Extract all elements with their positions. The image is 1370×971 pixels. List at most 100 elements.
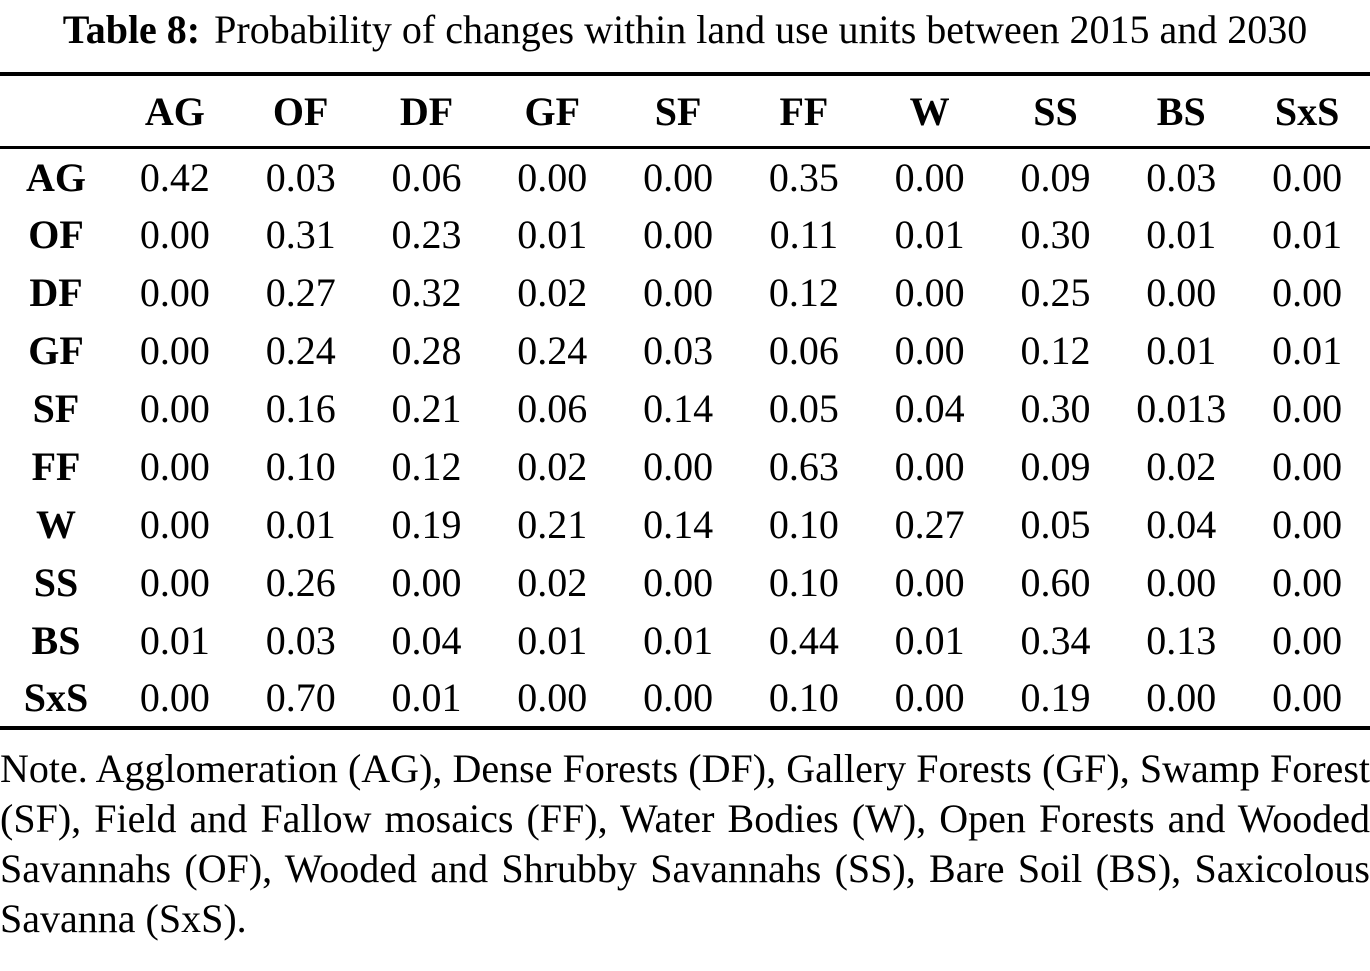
row-label: GF — [28, 328, 84, 373]
table-header: AG OF DF GF SF FF W SS BS SxS — [0, 74, 1370, 148]
table-row: W 0.00 0.01 0.19 0.21 0.14 0.10 0.27 0.05 0.04 0.0… — [0, 496, 1370, 554]
table-caption-text: Probability of changes within land use u… — [214, 7, 1308, 52]
table-row: FF 0.00 0.10 0.12 0.02 0.00 0.63 0.00 0.09 0.02 0.… — [0, 438, 1370, 496]
probability-cell: 0.00 — [643, 154, 714, 200]
row-label: OF — [28, 212, 84, 257]
probability-cell: 0.16 — [265, 386, 336, 431]
probability-cell: 0.63 — [768, 444, 839, 489]
probability-cell: 0.00 — [1146, 675, 1217, 720]
probability-table: AG OF DF GF SF FF W SS BS SxS AG 0.42 0.03 0.06 0.00 0… — [0, 72, 1370, 730]
table-row: SxS 0.00 0.70 0.01 0.00 0.00 0.10 0.00 0.19 0.00 0… — [0, 670, 1370, 728]
probability-cell: 0.00 — [894, 444, 965, 489]
probability-cell: 0.19 — [391, 502, 462, 547]
probability-cell: 0.00 — [1272, 444, 1343, 489]
probability-cell: 0.60 — [1020, 560, 1091, 605]
probability-cell: 0.00 — [1272, 675, 1343, 720]
probability-cell: 0.02 — [517, 444, 588, 489]
probability-cell: 0.00 — [139, 270, 210, 315]
row-label: FF — [31, 444, 81, 489]
probability-cell: 0.02 — [517, 270, 588, 315]
probability-cell: 0.21 — [391, 386, 462, 431]
probability-cell: 0.02 — [1146, 444, 1217, 489]
probability-cell: 0.00 — [139, 212, 210, 257]
probability-cell: 0.01 — [391, 675, 462, 720]
probability-cell: 0.00 — [1272, 386, 1343, 431]
probability-cell: 0.01 — [1272, 328, 1343, 373]
probability-cell: 0.00 — [1272, 618, 1343, 663]
probability-cell: 0.00 — [1272, 270, 1343, 315]
probability-cell: 0.00 — [1146, 560, 1217, 605]
probability-cell: 0.10 — [265, 444, 336, 489]
column-header: SxS — [1274, 88, 1340, 134]
probability-cell: 0.10 — [768, 675, 839, 720]
probability-cell: 0.32 — [391, 270, 462, 315]
row-label: SS — [33, 560, 79, 605]
probability-cell: 0.34 — [1020, 618, 1091, 663]
probability-cell: 0.14 — [643, 386, 714, 431]
table-caption-label: Table 8: — [62, 7, 201, 52]
table-row: SS 0.00 0.26 0.00 0.02 0.00 0.10 0.00 0.60 0.00 0.… — [0, 554, 1370, 612]
row-label: BS — [31, 618, 81, 663]
probability-cell: 0.10 — [768, 560, 839, 605]
probability-cell: 0.00 — [139, 502, 210, 547]
probability-cell: 0.00 — [517, 675, 588, 720]
probability-cell: 0.02 — [517, 560, 588, 605]
probability-cell: 0.24 — [265, 328, 336, 373]
paper-page: Table 8: Probability of changes within la… — [0, 4, 1370, 971]
probability-cell: 0.00 — [894, 154, 965, 200]
probability-cell: 0.26 — [265, 560, 336, 605]
probability-cell: 0.04 — [894, 386, 965, 431]
probability-cell: 0.03 — [643, 328, 714, 373]
probability-cell: 0.06 — [517, 386, 588, 431]
probability-cell: 0.01 — [894, 618, 965, 663]
probability-cell: 0.00 — [894, 675, 965, 720]
probability-cell: 0.00 — [139, 444, 210, 489]
probability-cell: 0.04 — [391, 618, 462, 663]
row-label: DF — [29, 270, 83, 315]
table-row: GF 0.00 0.24 0.28 0.24 0.03 0.06 0.00 0.12 0.01 0.… — [0, 322, 1370, 380]
probability-cell: 0.70 — [265, 675, 336, 720]
row-label: W — [36, 502, 76, 547]
probability-cell: 0.00 — [894, 328, 965, 373]
column-header: SF — [654, 88, 702, 134]
probability-cell: 0.013 — [1136, 386, 1227, 431]
probability-cell: 0.30 — [1020, 212, 1091, 257]
table-row: AG 0.42 0.03 0.06 0.00 0.00 0.35 0.00 0.09 0.03 0.… — [0, 148, 1370, 206]
probability-cell: 0.00 — [643, 675, 714, 720]
probability-cell: 0.14 — [643, 502, 714, 547]
probability-cell: 0.01 — [1272, 212, 1343, 257]
probability-cell: 0.04 — [1146, 502, 1217, 547]
probability-cell: 0.03 — [1146, 154, 1217, 200]
probability-cell: 0.01 — [894, 212, 965, 257]
column-header: BS — [1156, 88, 1206, 134]
probability-cell: 0.00 — [894, 560, 965, 605]
probability-cell: 0.21 — [517, 502, 588, 547]
probability-cell: 0.12 — [1020, 328, 1091, 373]
probability-cell: 0.01 — [1146, 328, 1217, 373]
probability-cell: 0.00 — [391, 560, 462, 605]
probability-cell: 0.06 — [391, 154, 462, 200]
probability-cell: 0.09 — [1020, 154, 1091, 200]
row-label: AG — [26, 154, 86, 200]
probability-cell: 0.23 — [391, 212, 462, 257]
probability-cell: 0.00 — [139, 675, 210, 720]
probability-cell: 0.00 — [139, 560, 210, 605]
probability-cell: 0.00 — [643, 444, 714, 489]
probability-cell: 0.01 — [643, 618, 714, 663]
table-row: BS 0.01 0.03 0.04 0.01 0.01 0.44 0.01 0.34 0.13 0.… — [0, 612, 1370, 670]
probability-cell: 0.01 — [1146, 212, 1217, 257]
probability-cell: 0.00 — [139, 328, 210, 373]
probability-cell: 0.01 — [265, 502, 336, 547]
probability-cell: 0.00 — [643, 270, 714, 315]
probability-cell: 0.06 — [768, 328, 839, 373]
probability-cell: 0.00 — [1272, 154, 1343, 200]
table-row: SF 0.00 0.16 0.21 0.06 0.14 0.05 0.04 0.30 0.013 0… — [0, 380, 1370, 438]
probability-cell: 0.35 — [768, 154, 839, 200]
column-header: FF — [779, 88, 829, 134]
probability-cell: 0.10 — [768, 502, 839, 547]
probability-cell: 0.44 — [768, 618, 839, 663]
probability-cell: 0.01 — [517, 212, 588, 257]
probability-cell: 0.03 — [265, 618, 336, 663]
probability-cell: 0.19 — [1020, 675, 1091, 720]
probability-cell: 0.09 — [1020, 444, 1091, 489]
